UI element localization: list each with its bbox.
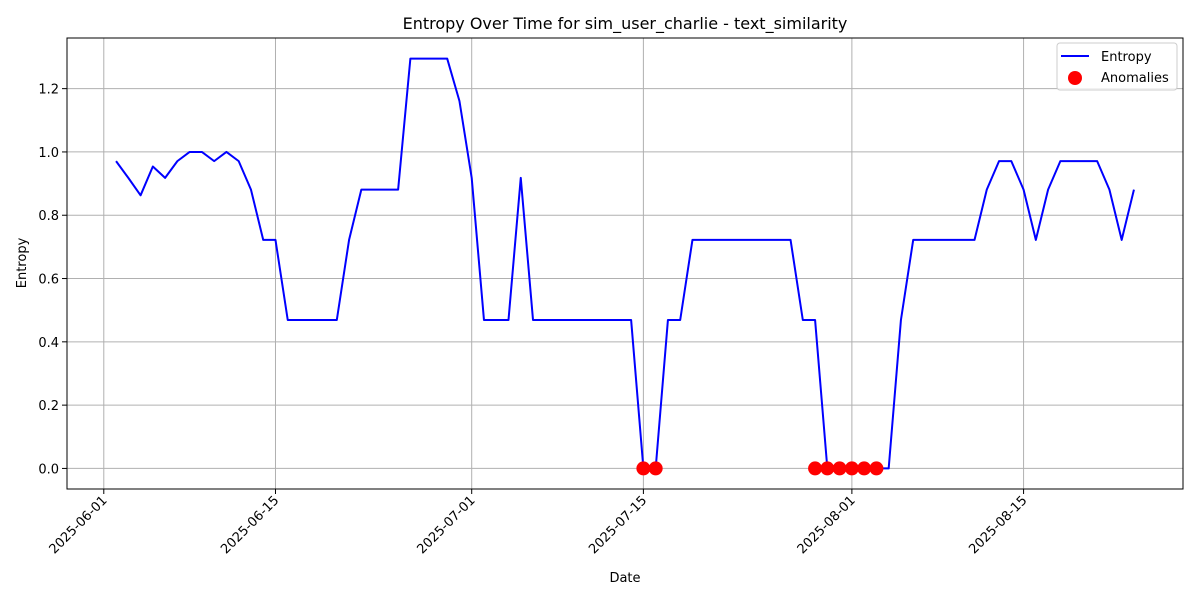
y-tick-label: 0.8 (38, 209, 59, 224)
legend-marker-swatch (1068, 71, 1082, 85)
legend: Entropy Anomalies (1056, 42, 1178, 91)
anomaly-point (857, 461, 872, 476)
legend-box (1056, 42, 1178, 91)
y-axis: 0.0 0.2 0.4 0.6 0.8 1.0 1.2 (38, 83, 67, 477)
x-axis-title: Date (609, 571, 640, 586)
entropy-line (115, 57, 1135, 470)
y-tick-label: 0.4 (38, 336, 59, 351)
anomaly-point (648, 461, 663, 476)
y-tick-label: 0.2 (38, 399, 59, 414)
chart-title: Entropy Over Time for sim_user_charlie -… (403, 14, 848, 34)
y-tick-label: 1.2 (38, 83, 59, 98)
anomaly-point (820, 461, 835, 476)
anomaly-point (844, 461, 859, 476)
entropy-series (115, 57, 1135, 470)
y-tick-label: 0.6 (38, 273, 59, 288)
y-axis-title: Entropy (15, 237, 30, 288)
anomaly-point (636, 461, 651, 476)
grid-lines (67, 38, 1183, 489)
legend-label-anomalies: Anomalies (1101, 71, 1169, 86)
anomaly-point (832, 461, 847, 476)
legend-label-entropy: Entropy (1101, 50, 1152, 65)
plot-frame (66, 37, 1184, 490)
anomaly-point (869, 461, 884, 476)
anomaly-point (808, 461, 823, 476)
y-tick-label: 0.0 (38, 462, 59, 477)
anomaly-series (636, 461, 884, 476)
y-tick-label: 1.0 (38, 146, 59, 161)
